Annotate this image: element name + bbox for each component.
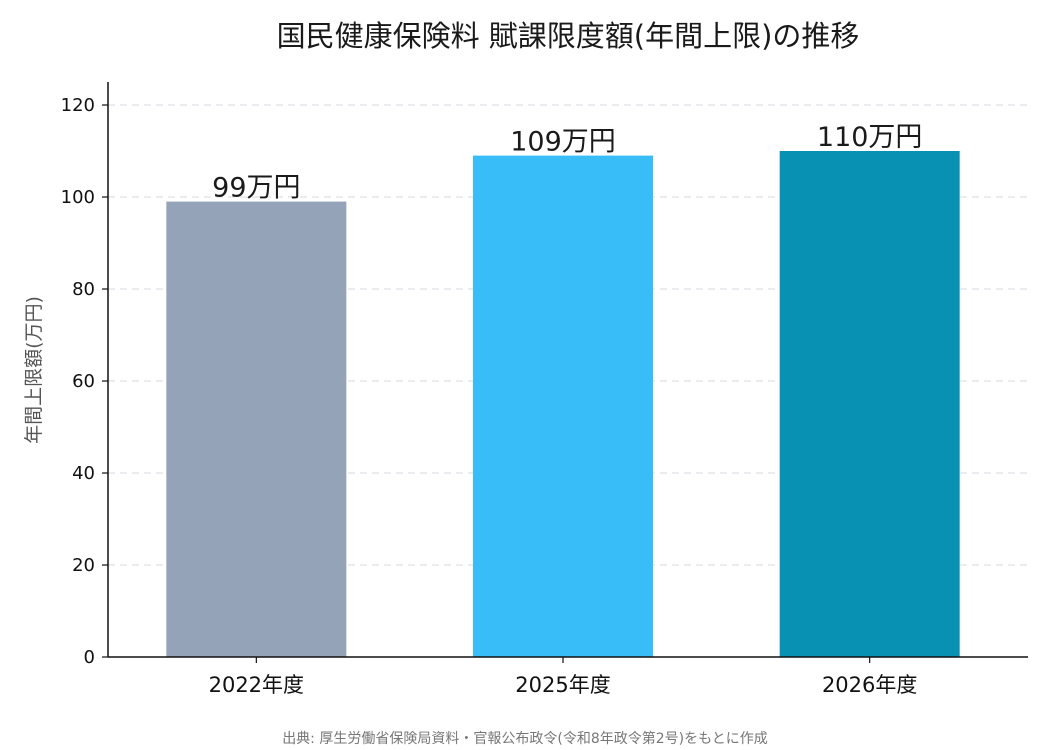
- x-tick-label: 2026年度: [822, 673, 917, 697]
- data-label: 110万円: [817, 122, 923, 153]
- bar: [473, 155, 653, 657]
- x-tick-label: 2025年度: [515, 673, 610, 697]
- y-tick-label: 60: [72, 371, 95, 392]
- bars: [166, 151, 960, 657]
- y-ticks: 0 20 40 60 80 100 120: [61, 95, 108, 668]
- y-tick-label: 120: [61, 95, 95, 116]
- data-label: 109万円: [510, 127, 616, 158]
- y-tick-label: 20: [72, 555, 95, 576]
- bar: [166, 201, 347, 657]
- bar: [779, 151, 960, 657]
- chart-title: 国民健康保険料 賦課限度額(年間上限)の推移: [277, 19, 860, 53]
- x-tick-label: 2022年度: [209, 673, 304, 697]
- source-note: 出典: 厚生労働省保険局資料・官報公布政令(令和8年政令第2号)をもとに作成: [282, 730, 768, 747]
- y-tick-label: 0: [84, 647, 95, 668]
- data-labels: 99万円 109万円 110万円: [212, 122, 922, 204]
- y-tick-label: 100: [61, 187, 95, 208]
- y-tick-label: 40: [72, 463, 95, 484]
- y-tick-label: 80: [72, 279, 95, 300]
- x-ticks: 2022年度 2025年度 2026年度: [209, 657, 917, 697]
- data-label: 99万円: [212, 173, 300, 204]
- y-axis-label: 年間上限額(万円): [23, 296, 45, 444]
